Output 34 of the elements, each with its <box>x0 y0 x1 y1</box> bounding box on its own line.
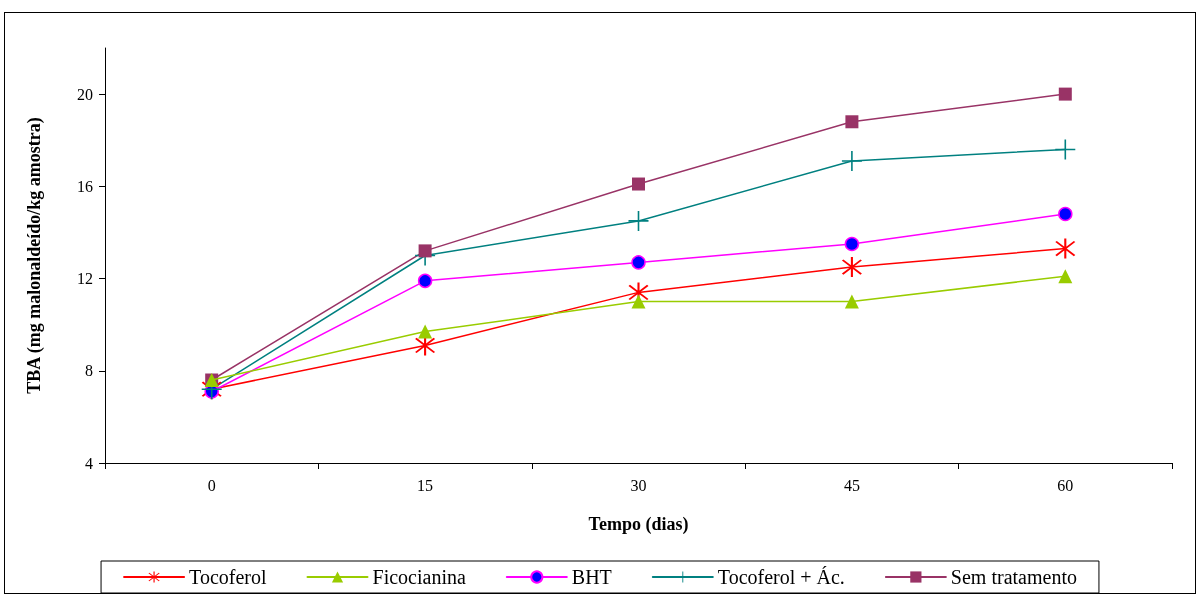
y-tick-label: 20 <box>77 85 93 103</box>
point <box>845 115 859 129</box>
point <box>1055 238 1076 259</box>
y-tick-label: 16 <box>77 177 93 195</box>
point <box>841 257 862 278</box>
point <box>844 294 859 309</box>
point <box>628 282 649 303</box>
point <box>631 255 646 270</box>
point <box>1058 269 1073 284</box>
legend-label: Sem tratamento <box>950 566 1077 588</box>
x-axis-title: Tempo (dias) <box>588 514 689 535</box>
legend-label: BHT <box>571 566 612 588</box>
point <box>632 177 645 191</box>
point <box>1058 206 1073 222</box>
x-tick-label: 15 <box>417 476 434 494</box>
point <box>417 273 433 289</box>
point <box>841 150 862 171</box>
legend-label: Tocoferol + Ác. <box>717 566 845 588</box>
point <box>418 244 432 258</box>
y-tick-label: 4 <box>85 454 93 472</box>
x-tick-label: 45 <box>843 476 860 494</box>
y-tick-label: 12 <box>77 270 93 288</box>
x-tick-label: 30 <box>630 476 647 494</box>
point <box>1058 87 1072 101</box>
point <box>844 236 860 252</box>
x-tick-label: 60 <box>1057 476 1074 494</box>
legend-label: Ficocianina <box>372 566 466 588</box>
y-tick-label: 8 <box>85 362 93 380</box>
point <box>418 324 433 339</box>
x-tick-label: 0 <box>207 476 216 494</box>
legend-label: Tocoferol <box>189 566 267 588</box>
point <box>628 210 649 231</box>
y-axis-title: TBA (mg malonaldeído/kg amostra) <box>24 117 45 394</box>
point <box>631 294 646 309</box>
